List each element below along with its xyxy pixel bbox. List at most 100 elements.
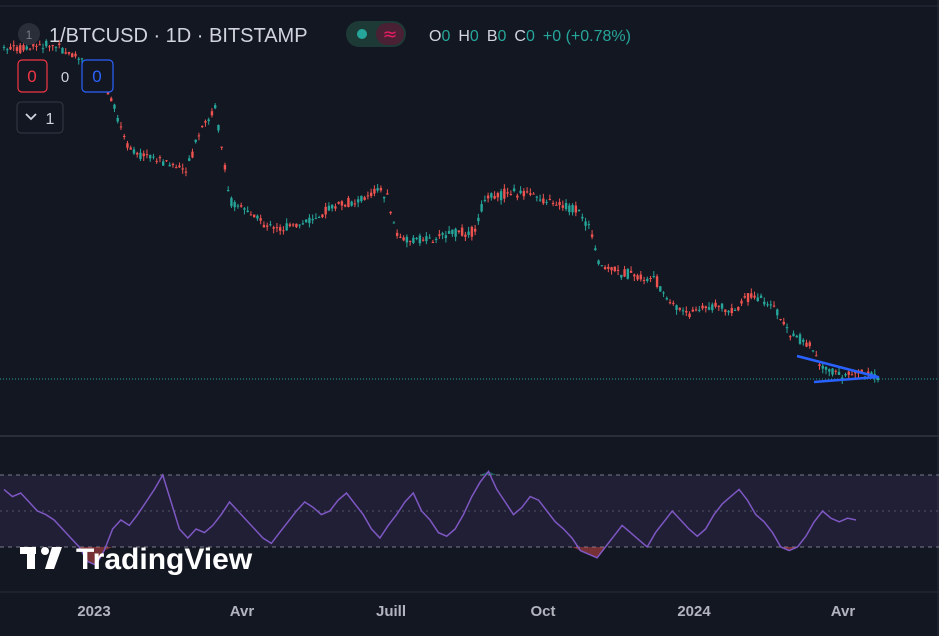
candle-body — [782, 321, 785, 325]
candle-body — [548, 199, 552, 201]
candle-body — [662, 292, 665, 294]
rsi-pane[interactable] — [0, 469, 939, 566]
candle-body — [217, 125, 220, 131]
sell-button[interactable]: 0 — [17, 59, 48, 93]
candle-body — [636, 275, 639, 280]
candle-body — [802, 339, 805, 342]
candle-body — [22, 45, 25, 51]
candle-body — [623, 269, 626, 277]
triangle-drawing[interactable] — [796, 354, 880, 384]
symbol-title[interactable]: 1/BTCUSD · 1D · BITSTAMP — [49, 25, 308, 47]
svg-text:0: 0 — [92, 67, 101, 86]
candle-body — [25, 46, 28, 50]
candle-body — [334, 206, 337, 209]
legend-header[interactable]: 1 1/BTCUSD · 1D · BITSTAMP ≈ O0 H0 B0 C0 +0 … — [18, 21, 631, 47]
candlestick-series — [2, 39, 880, 385]
candle-body — [204, 121, 207, 123]
candle-body — [278, 227, 282, 231]
candle-body — [230, 197, 233, 207]
candle-body — [646, 278, 649, 281]
candle-body — [558, 202, 561, 206]
candle-body — [317, 216, 321, 218]
tradingview-watermark: TradingView — [20, 543, 253, 576]
candle-body — [831, 368, 834, 375]
buy-button[interactable]: 0 — [81, 59, 114, 93]
candle-body — [129, 147, 132, 150]
candle-body — [542, 198, 545, 204]
candle-body — [597, 260, 600, 265]
candle-body — [629, 270, 633, 273]
candle-body — [766, 304, 769, 306]
candle-body — [187, 158, 191, 161]
candle-body — [425, 236, 428, 242]
candle-body — [415, 237, 418, 239]
pane-number-badge[interactable] — [18, 23, 40, 45]
candle-body — [574, 205, 578, 213]
candle-body — [402, 237, 405, 241]
candle-body — [61, 47, 64, 54]
candle-body — [590, 234, 594, 238]
candle-body — [493, 195, 496, 199]
candle-body — [291, 224, 295, 226]
candle-body — [688, 313, 691, 318]
candle-body — [32, 43, 35, 47]
candle-body — [672, 302, 675, 304]
candle-body — [45, 40, 48, 47]
candle-body — [828, 369, 831, 372]
candle-body — [226, 190, 230, 192]
candle-body — [324, 206, 327, 215]
candle-body — [353, 203, 357, 205]
candle-body — [142, 153, 145, 157]
candle-body — [561, 205, 565, 208]
candle-body — [158, 157, 162, 159]
indicators-toggle-button[interactable]: 1 — [16, 101, 64, 134]
candle-body — [340, 201, 344, 206]
time-axis[interactable]: 2023 Avr Juill Oct 2024 Avr — [77, 603, 855, 620]
candle-body — [620, 274, 623, 278]
candle-body — [457, 230, 461, 233]
candle-body — [152, 156, 155, 158]
candle-body — [529, 193, 532, 195]
candle-body — [691, 309, 695, 312]
tradingview-logo-icon — [20, 547, 62, 569]
candle-body — [522, 191, 526, 197]
candle-body — [64, 52, 67, 54]
candle-body — [759, 295, 763, 298]
x-tick-label: Oct — [530, 603, 555, 620]
candle-body — [649, 278, 652, 280]
candle-body — [233, 202, 236, 208]
candle-body — [178, 165, 181, 168]
candle-body — [162, 161, 165, 166]
candle-body — [854, 372, 857, 374]
candle-body — [600, 265, 604, 267]
candle-body — [714, 302, 717, 307]
candle-body — [860, 369, 863, 373]
candle-body — [295, 223, 298, 228]
candle-body — [584, 221, 587, 226]
x-tick-label: Avr — [831, 603, 856, 620]
candle-body — [2, 46, 6, 48]
candle-body — [821, 365, 824, 369]
candle-body — [408, 240, 412, 242]
candle-body — [438, 234, 441, 236]
candle-body — [28, 48, 32, 50]
rsi-oversold-fill — [87, 547, 96, 565]
candle-body — [71, 53, 74, 58]
candle-body — [844, 374, 847, 376]
candle-body — [35, 45, 38, 47]
candle-body — [704, 306, 707, 309]
candle-body — [181, 168, 184, 170]
candle-body — [200, 126, 204, 128]
candle-body — [428, 237, 431, 239]
candle-body — [467, 231, 470, 235]
candle-body — [655, 276, 659, 287]
candle-body — [519, 190, 522, 194]
candle-body — [298, 224, 301, 226]
candle-body — [564, 203, 568, 210]
candle-body — [249, 214, 253, 216]
candle-body — [681, 310, 685, 312]
candle-body — [509, 194, 513, 196]
candle-body — [350, 201, 353, 206]
